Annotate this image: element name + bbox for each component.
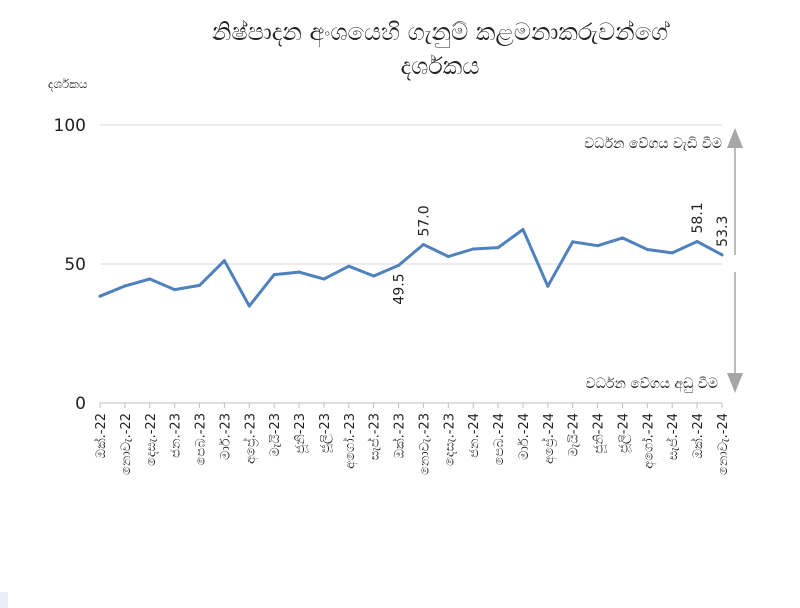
x-tick-label: සැප්.-23 <box>367 413 383 460</box>
data-point <box>247 304 251 308</box>
data-point <box>148 277 152 281</box>
data-point <box>446 254 450 258</box>
data-point <box>272 273 276 277</box>
data-label: 49.5 <box>392 273 408 304</box>
x-tick-label: පෙබ.-23 <box>194 413 209 465</box>
x-tick-label: අප්‍රේ.-23 <box>242 413 258 464</box>
data-point <box>471 247 475 251</box>
annotation-up-text: වර්ධන වේගය වැඩි වීම <box>584 136 722 152</box>
data-point <box>397 263 401 267</box>
chart-title-line-2: දර්ශකය <box>400 52 480 80</box>
data-point <box>596 244 600 248</box>
data-point <box>720 253 724 257</box>
x-tick-label: ජූලි-23 <box>318 413 333 453</box>
data-point <box>297 270 301 274</box>
x-tick-label: නොවැ.-24 <box>716 413 731 475</box>
data-point <box>670 251 674 255</box>
data-point <box>347 264 351 268</box>
down-arrow-head <box>727 373 743 393</box>
data-label: 58.1 <box>690 202 706 233</box>
x-tick-label: ඔක්.-22 <box>93 413 109 459</box>
data-point <box>645 248 649 252</box>
x-tick-label: ජන.-24 <box>467 413 482 458</box>
x-tick-label: ජූනි-24 <box>592 413 607 454</box>
x-tick-label: නොවැ.-22 <box>119 413 134 475</box>
x-tick-label: මාර්.-24 <box>516 413 532 460</box>
data-point <box>173 288 177 292</box>
series-line-0 <box>98 228 724 308</box>
y-tick-label: 0 <box>75 394 86 414</box>
data-point <box>496 246 500 250</box>
data-point <box>521 228 525 232</box>
data-label: 57.0 <box>416 205 432 236</box>
x-tick-label: මැයි-24 <box>567 413 582 457</box>
x-tick-label: පෙබ.-24 <box>492 413 507 465</box>
x-tick-label: අගෝ.-23 <box>342 413 358 469</box>
y-tick-label: 100 <box>54 116 86 136</box>
x-tick-label: ඔක්.-24 <box>690 413 706 459</box>
x-tick-label: සැප්.-24 <box>665 413 681 460</box>
y-axis-label: දර්ශකය <box>48 77 88 91</box>
x-tick-label: අගෝ.-24 <box>640 413 656 469</box>
x-tick-label: දෙසැ.-23 <box>442 413 457 466</box>
x-tick-label: මැයි-23 <box>268 413 283 457</box>
x-tick-label: මාර්.-23 <box>217 413 233 460</box>
data-point <box>695 239 699 243</box>
x-tick-label: ජන.-23 <box>169 413 184 458</box>
x-tick-label: ජූලි-24 <box>616 413 631 453</box>
data-point <box>571 240 575 244</box>
corner-marker <box>0 592 8 608</box>
y-tick-label: 50 <box>64 255 86 275</box>
up-arrow-head <box>727 128 743 148</box>
x-tick-label: ඔක්.-23 <box>391 413 407 459</box>
annotation-down-text: වර්ධන වේගය අඩු වීම <box>586 376 718 393</box>
data-point <box>98 294 102 298</box>
data-point <box>546 284 550 288</box>
x-tick-label: අප්‍රේ.-24 <box>541 413 557 464</box>
data-point <box>421 243 425 247</box>
data-point <box>222 259 226 263</box>
chart-title-line-1: නිෂ්පාදන අංශයෙහි ගැනුම් කළමනාකරුවන්ගේ <box>211 18 669 46</box>
x-tick-label: ජූනි-23 <box>293 413 308 454</box>
data-point <box>198 283 202 287</box>
data-point <box>620 236 624 240</box>
data-point <box>372 274 376 278</box>
x-tick-label: දෙසැ.-22 <box>144 413 159 466</box>
data-point <box>123 284 127 288</box>
data-label: 53.3 <box>715 216 731 247</box>
x-tick-label: නොවැ.-23 <box>417 413 432 475</box>
data-point <box>322 277 326 281</box>
